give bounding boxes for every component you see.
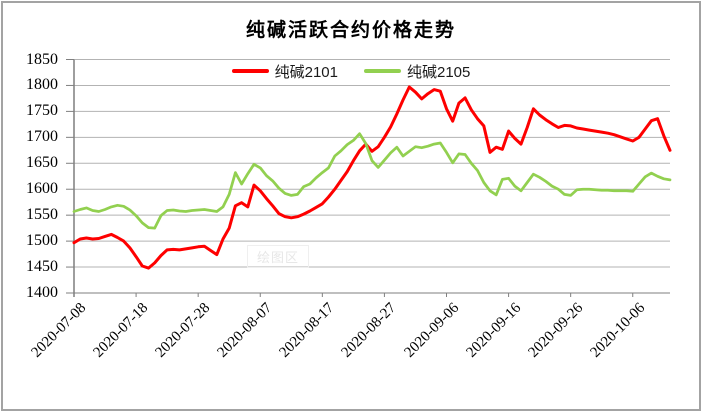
chart-title: 纯碱活跃合约价格走势: [245, 20, 456, 41]
y-axis-tick-label: 1650: [26, 154, 58, 172]
legend-label-sa2105: 纯碱2105: [407, 63, 471, 81]
y-axis-tick-label: 1450: [26, 258, 58, 276]
y-axis-tick-label: 1400: [26, 284, 58, 301]
sa2105-line-swatch-icon: [364, 69, 401, 73]
y-axis-tick-label: 1800: [26, 76, 58, 94]
y-axis-tick-label: 1700: [26, 128, 58, 146]
legend-entry-sa2101[interactable]: 纯碱2101: [231, 61, 338, 82]
y-axis-tick-label: 1750: [26, 102, 58, 120]
legend-label-sa2101: 纯碱2101: [274, 63, 338, 81]
y-axis-tick-label: 1850: [26, 50, 58, 68]
sa2101-line-swatch-icon: [231, 69, 269, 73]
y-axis-tick-label: 1500: [26, 232, 58, 250]
y-axis-tick-label: 1550: [26, 206, 58, 224]
legend: 纯碱2101 纯碱2105: [0, 61, 702, 81]
series-line-sa2101[interactable]: [72, 85, 672, 270]
y-axis-tick-label: 1600: [26, 180, 58, 198]
series-line-sa2105[interactable]: [72, 132, 672, 230]
plot-area-watermark: 绘图区: [247, 245, 309, 268]
legend-entry-sa2105[interactable]: 纯碱2105: [364, 61, 470, 82]
